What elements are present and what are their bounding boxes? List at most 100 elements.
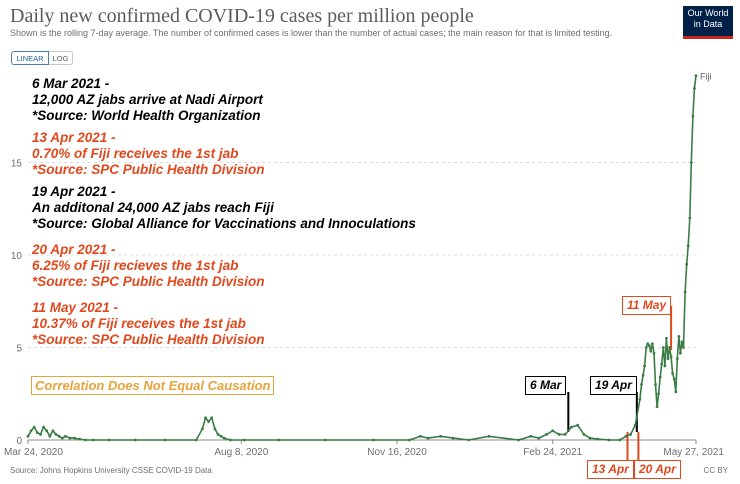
data-point xyxy=(683,290,687,294)
annotation-note-line: *Source: SPC Public Health Division xyxy=(32,332,265,347)
data-point xyxy=(657,392,660,396)
y-tick-label: 15 xyxy=(11,159,23,170)
data-point xyxy=(691,114,695,118)
data-point xyxy=(576,423,580,427)
data-point xyxy=(204,416,207,420)
data-point xyxy=(649,349,653,353)
data-point xyxy=(451,436,455,440)
data-point xyxy=(685,262,689,266)
x-tick-label: Feb 24, 2021 xyxy=(523,447,582,458)
chart-title: Daily new confirmed COVID-19 cases per m… xyxy=(10,5,474,27)
data-point xyxy=(26,434,30,438)
data-point xyxy=(693,87,696,90)
annotation-note-line: 19 Apr 2021 - xyxy=(32,184,116,199)
annotation-note: 19 Apr 2021 - An additonal 24,000 AZ jabs… xyxy=(32,184,416,232)
data-point xyxy=(408,438,411,442)
annotation-note: 11 May 2021 -10.37% of Fiji receives the… xyxy=(32,300,265,348)
event-label-box: 13 Apr xyxy=(587,460,634,479)
annotation-note-line: 10.37% of Fiji receives the 1st jab xyxy=(32,316,246,331)
data-point xyxy=(216,433,220,436)
y-tick-label: 5 xyxy=(16,344,22,355)
data-point xyxy=(194,438,198,442)
owid-logo[interactable]: Our World in Data xyxy=(683,6,733,39)
correlation-note: Correlation Does Not Equal Causation xyxy=(31,376,275,395)
data-point xyxy=(29,429,33,433)
y-tick-label: 0 xyxy=(16,436,22,447)
chart-subtitle: Shown is the rolling 7-day average. The … xyxy=(10,28,613,38)
data-point xyxy=(243,438,246,442)
data-point xyxy=(618,438,622,442)
data-point xyxy=(57,434,61,438)
data-point xyxy=(210,416,214,420)
linear-scale-toggle[interactable]: LINEAR xyxy=(11,51,49,65)
data-point xyxy=(51,429,55,433)
data-point xyxy=(42,425,45,429)
data-point xyxy=(517,438,520,442)
data-point xyxy=(680,340,684,344)
data-point xyxy=(654,383,657,386)
data-point xyxy=(78,437,81,441)
event-label-box: 19 Apr xyxy=(590,376,637,395)
data-point xyxy=(35,431,39,434)
annotation-note: 6 Mar 2021 -12,000 AZ jabs arrive at Nad… xyxy=(32,76,263,124)
data-point xyxy=(73,436,77,440)
license-note[interactable]: CC BY xyxy=(703,466,728,475)
data-point xyxy=(682,346,685,349)
data-point xyxy=(107,438,111,442)
data-point xyxy=(219,434,223,438)
annotation-note-line: *Source: SPC Public Health Division xyxy=(32,162,265,177)
data-point xyxy=(686,244,690,248)
data-point xyxy=(660,362,664,366)
data-point xyxy=(647,344,651,347)
data-point xyxy=(563,433,567,436)
data-point xyxy=(229,438,232,442)
data-point xyxy=(661,346,665,349)
data-point xyxy=(596,437,600,441)
data-point xyxy=(669,355,673,359)
data-point xyxy=(213,427,217,431)
source-note[interactable]: Source: Johns Hopkins University CSSE CO… xyxy=(10,466,212,475)
data-point xyxy=(163,438,167,442)
data-point xyxy=(545,433,548,436)
data-point xyxy=(646,342,650,346)
data-point xyxy=(324,438,327,442)
log-scale-toggle[interactable]: LOG xyxy=(49,51,73,65)
annotation-note-line: An additonal 24,000 AZ jabs reach Fiji xyxy=(32,200,274,215)
data-point xyxy=(529,434,533,438)
data-point xyxy=(689,161,693,164)
data-point xyxy=(588,436,592,440)
series-label: Fiji xyxy=(700,72,712,82)
x-tick-label: Mar 24, 2020 xyxy=(4,447,63,458)
data-point xyxy=(633,423,637,427)
logo-line-1: Our World xyxy=(687,8,729,18)
data-point xyxy=(640,383,643,386)
data-point xyxy=(679,351,682,355)
series-layer: Fiji xyxy=(26,72,712,442)
data-point xyxy=(688,216,692,220)
annotation-note-line: 6 Mar 2021 - xyxy=(32,76,110,91)
data-point xyxy=(426,436,430,440)
data-point xyxy=(201,427,204,431)
data-point xyxy=(54,433,58,436)
event-label-box: 20 Apr xyxy=(634,460,681,479)
data-point xyxy=(570,425,573,429)
data-point xyxy=(666,357,670,360)
data-point xyxy=(32,425,36,429)
data-point xyxy=(277,438,281,442)
data-point xyxy=(84,438,87,442)
annotation-note: 20 Apr 2021 -6.25% of Fiji recieves the … xyxy=(32,242,265,290)
data-point xyxy=(222,436,226,440)
data-point xyxy=(467,438,471,442)
data-point xyxy=(134,438,137,442)
data-point xyxy=(643,364,646,368)
data-point xyxy=(644,346,648,349)
data-point xyxy=(60,436,64,440)
annotation-note-line: *Source: SPC Public Health Division xyxy=(32,274,265,289)
data-point xyxy=(672,377,676,381)
data-point xyxy=(551,429,555,433)
annotation-note-line: 11 May 2021 - xyxy=(32,300,119,315)
data-point xyxy=(663,364,667,368)
data-point xyxy=(677,335,681,338)
annotation-note-line: 0.70% of Fiji receives the 1st jab xyxy=(32,146,239,161)
